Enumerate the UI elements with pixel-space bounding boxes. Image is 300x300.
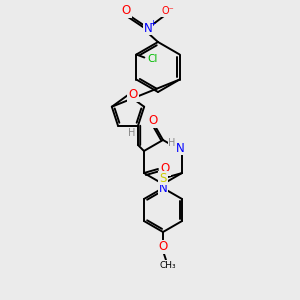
Text: H: H — [168, 138, 176, 148]
Text: O: O — [158, 241, 168, 254]
Text: N: N — [159, 182, 167, 194]
Text: H: H — [128, 128, 136, 138]
Text: N: N — [176, 142, 184, 154]
Text: CH₃: CH₃ — [160, 260, 176, 269]
Text: O⁻: O⁻ — [162, 6, 174, 16]
Text: O: O — [128, 88, 138, 101]
Text: S: S — [159, 172, 167, 184]
Text: +: + — [150, 20, 156, 28]
Text: Cl: Cl — [147, 53, 158, 64]
Text: O: O — [122, 4, 130, 17]
Text: O: O — [148, 115, 158, 128]
Text: O: O — [160, 163, 170, 176]
Text: N: N — [144, 22, 152, 34]
